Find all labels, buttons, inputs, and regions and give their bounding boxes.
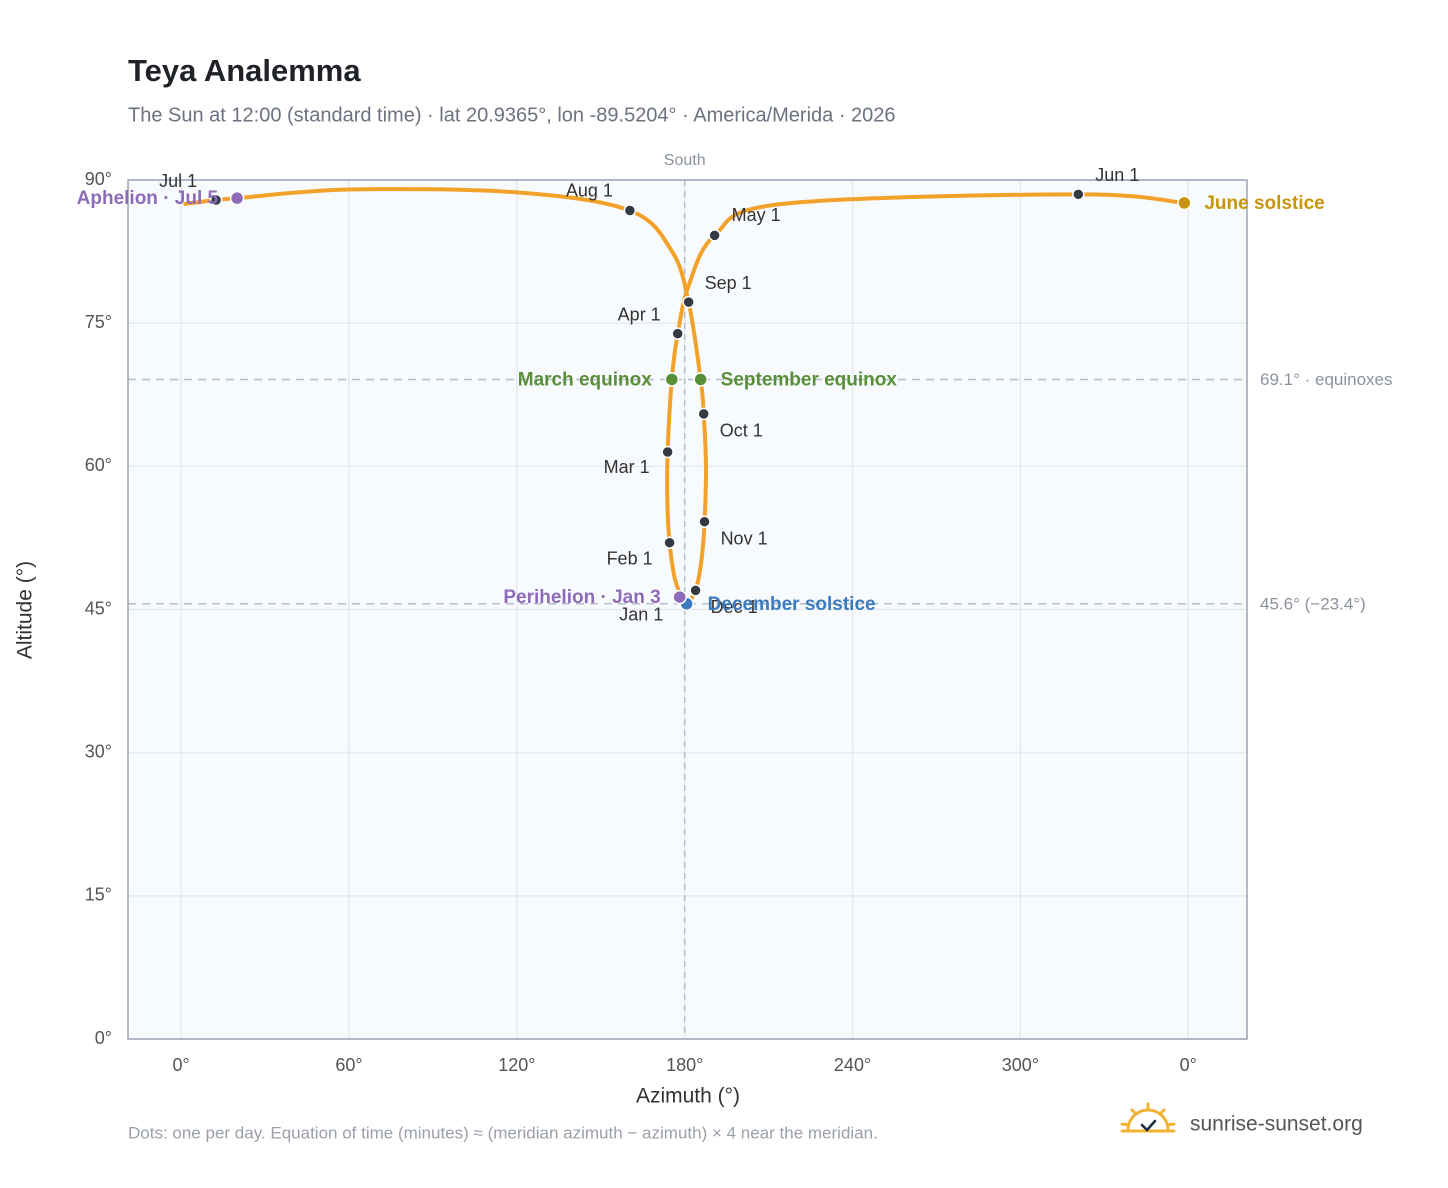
- month-label: Apr 1: [618, 304, 661, 324]
- y-tick-label: 60°: [85, 455, 112, 475]
- month-point: [697, 407, 710, 421]
- x-tick-label: 0°: [1180, 1055, 1197, 1075]
- month-label: Oct 1: [720, 421, 763, 441]
- event-label: September equinox: [721, 369, 898, 390]
- month-point: [689, 584, 702, 597]
- chart-title: Teya Analemma: [128, 53, 361, 88]
- month-label: Nov 1: [721, 528, 768, 548]
- month-label: Jan 1: [619, 605, 663, 625]
- month-point: [1072, 188, 1085, 201]
- x-tick-label: 300°: [1002, 1055, 1039, 1075]
- month-point: [661, 445, 674, 459]
- y-tick-label: 15°: [85, 885, 112, 905]
- event-point: [229, 190, 245, 206]
- y-axis-title: Altitude (°): [14, 561, 37, 659]
- month-point: [698, 515, 711, 528]
- month-label: Mar 1: [604, 457, 650, 477]
- event-point: [664, 372, 680, 387]
- event-label: Perihelion · Jan 3: [503, 587, 660, 608]
- event-point: [693, 372, 708, 387]
- x-tick-label: 240°: [834, 1055, 871, 1075]
- meridian-label: South: [664, 152, 706, 169]
- event-label: December solstice: [708, 594, 876, 615]
- event-point: [672, 589, 687, 605]
- footnote: Dots: one per day. Equation of time (min…: [128, 1123, 878, 1142]
- x-axis-title: Azimuth (°): [636, 1085, 740, 1108]
- event-label: June solstice: [1204, 193, 1324, 214]
- chart-subtitle: The Sun at 12:00 (standard time) · lat 2…: [128, 104, 896, 126]
- month-label: Jul 1: [159, 171, 197, 191]
- month-label: May 1: [732, 205, 781, 225]
- event-point: [1177, 195, 1192, 211]
- y-tick-label: 30°: [85, 741, 112, 761]
- month-point: [623, 204, 637, 217]
- month-label: Sep 1: [705, 273, 752, 293]
- month-point: [663, 536, 676, 549]
- y-tick-label: 90°: [85, 169, 112, 189]
- month-label: Aug 1: [566, 180, 613, 200]
- reference-label: 69.1° · equinoxes: [1260, 370, 1393, 389]
- x-tick-label: 60°: [335, 1055, 362, 1075]
- reference-label: 45.6° (−23.4°): [1260, 594, 1366, 613]
- x-tick-label: 0°: [173, 1055, 190, 1075]
- event-label: Aphelion · Jul 5: [77, 188, 219, 209]
- plot-frame: [127, 179, 1248, 1040]
- brand: sunrise-sunset.org: [1190, 1113, 1363, 1136]
- brand-logo: [1120, 1102, 1176, 1133]
- month-point: [682, 295, 695, 309]
- event-label: March equinox: [518, 369, 653, 390]
- marks: [183, 187, 1192, 612]
- month-point: [209, 193, 223, 207]
- y-tick-label: 0°: [95, 1028, 112, 1048]
- month-label: Dec 1: [711, 597, 758, 617]
- month-point: [671, 327, 684, 340]
- x-tick-label: 180°: [666, 1055, 703, 1075]
- y-tick-label: 45°: [85, 598, 112, 618]
- month-label: Feb 1: [607, 548, 653, 568]
- month-point: [708, 229, 721, 242]
- y-tick-label: 75°: [85, 312, 112, 332]
- x-tick-label: 120°: [498, 1055, 535, 1075]
- month-label: Jun 1: [1095, 165, 1139, 185]
